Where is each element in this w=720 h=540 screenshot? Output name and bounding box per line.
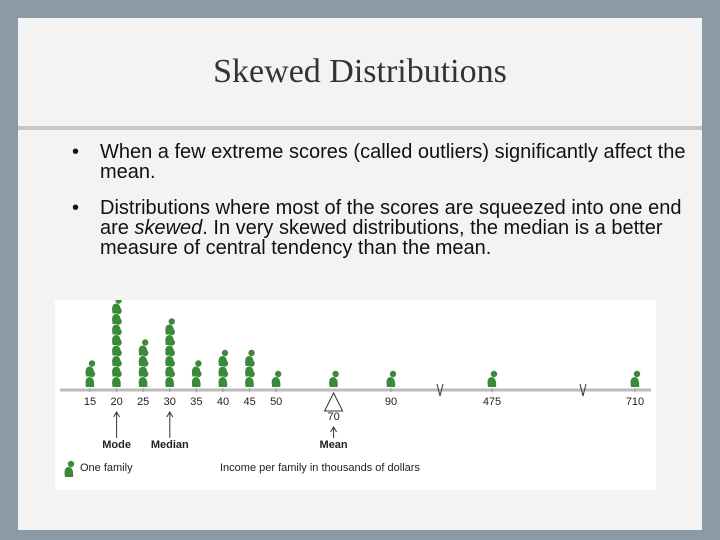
icon-body <box>245 366 254 377</box>
bullet: When a few extreme scores (called outlie… <box>70 142 690 182</box>
tick-label: 710 <box>626 396 644 408</box>
icon-head <box>275 370 282 378</box>
icon-body <box>165 345 174 356</box>
icon-body <box>165 324 174 335</box>
icon-body <box>112 303 121 314</box>
axis-break <box>436 383 444 397</box>
axis-break <box>579 383 587 397</box>
mode-label: Mode <box>102 439 131 451</box>
icon-body <box>165 366 174 377</box>
axis-label: Income per family in thousands of dollar… <box>220 462 420 474</box>
icon-body <box>85 377 95 387</box>
bullet-list: When a few extreme scores (called outlie… <box>70 142 690 274</box>
icon-body <box>112 314 121 324</box>
icon-head <box>67 460 75 468</box>
legend-label: One family <box>80 462 133 474</box>
family-stack <box>165 318 175 387</box>
slide-title: Skewed Distributions <box>213 53 507 90</box>
mean-icon <box>329 370 339 387</box>
icon-body <box>191 377 201 387</box>
icon-head <box>168 318 175 325</box>
icon-head <box>332 370 339 378</box>
icon-head <box>115 300 122 304</box>
icon-body <box>112 377 121 387</box>
icon-head <box>221 349 229 357</box>
bullet-text: When a few extreme scores (called outlie… <box>100 141 686 183</box>
tick-label: 30 <box>164 396 176 408</box>
icon-body <box>138 377 148 387</box>
icon-body <box>218 377 228 387</box>
icon-body <box>386 377 396 387</box>
icon-body <box>64 467 74 477</box>
family-stack <box>487 370 498 387</box>
icon-head <box>633 370 641 378</box>
icon-body <box>245 356 254 366</box>
icon-body <box>112 366 121 377</box>
family-stack <box>191 360 202 387</box>
icon-body <box>112 356 121 366</box>
icon-head <box>88 360 96 367</box>
mean-marker <box>323 391 344 412</box>
icon-body <box>138 345 148 356</box>
icon-head <box>389 370 397 378</box>
figure: 15 20 25 30 35 40 45 50 90 475 710 70 Mode Median Mean… <box>55 300 656 490</box>
family-stack <box>271 370 282 387</box>
mean-label: Mean <box>320 439 348 451</box>
family-stack <box>218 349 229 387</box>
tick-label: 50 <box>270 396 282 408</box>
icon-body <box>85 366 95 377</box>
icon-head <box>490 370 498 378</box>
arrowhead <box>330 426 338 433</box>
median-label: Median <box>151 439 189 451</box>
tick-label: 40 <box>217 396 229 408</box>
icon-body <box>165 377 174 387</box>
icon-body <box>218 366 228 377</box>
family-stack <box>138 339 149 387</box>
icon-body <box>138 356 148 366</box>
arrowhead <box>166 411 174 418</box>
icon-body <box>112 345 121 356</box>
family-stack <box>245 349 255 387</box>
bullet-text: Distributions where most of the scores a… <box>100 197 682 239</box>
tick-label: 15 <box>84 396 96 408</box>
icon-head <box>142 339 149 346</box>
arrowhead <box>113 411 121 418</box>
bullet-text: . In very skewed distributions, the medi… <box>100 217 663 259</box>
icon-body <box>138 366 148 377</box>
icon-head <box>195 360 202 367</box>
tick-label: 20 <box>110 396 122 408</box>
icon-body <box>487 377 497 387</box>
mean-value: 70 <box>327 411 339 423</box>
icon-head <box>248 349 255 357</box>
icon-body <box>165 335 174 345</box>
tick-label: 475 <box>483 396 501 408</box>
icon-body <box>112 324 121 335</box>
tick-label: 35 <box>190 396 202 408</box>
icon-body <box>191 366 201 377</box>
icon-body <box>245 377 254 387</box>
figure-bg <box>55 300 656 490</box>
tick-label: 90 <box>385 396 397 408</box>
icon-body <box>271 377 281 387</box>
title-band: Skewed Distributions <box>18 18 702 130</box>
icon-body <box>329 377 338 387</box>
family-stack <box>630 370 641 387</box>
family-stack <box>112 300 122 387</box>
tick-label: 45 <box>243 396 255 408</box>
tick-label: 25 <box>137 396 149 408</box>
bullet: Distributions where most of the scores a… <box>70 198 690 258</box>
icon-body <box>218 356 228 366</box>
family-stack <box>386 370 397 387</box>
family-stack <box>85 360 96 387</box>
icon-body <box>630 377 640 387</box>
icon-body <box>165 356 174 366</box>
icon-body <box>112 335 121 345</box>
emphasis: skewed <box>134 217 203 239</box>
